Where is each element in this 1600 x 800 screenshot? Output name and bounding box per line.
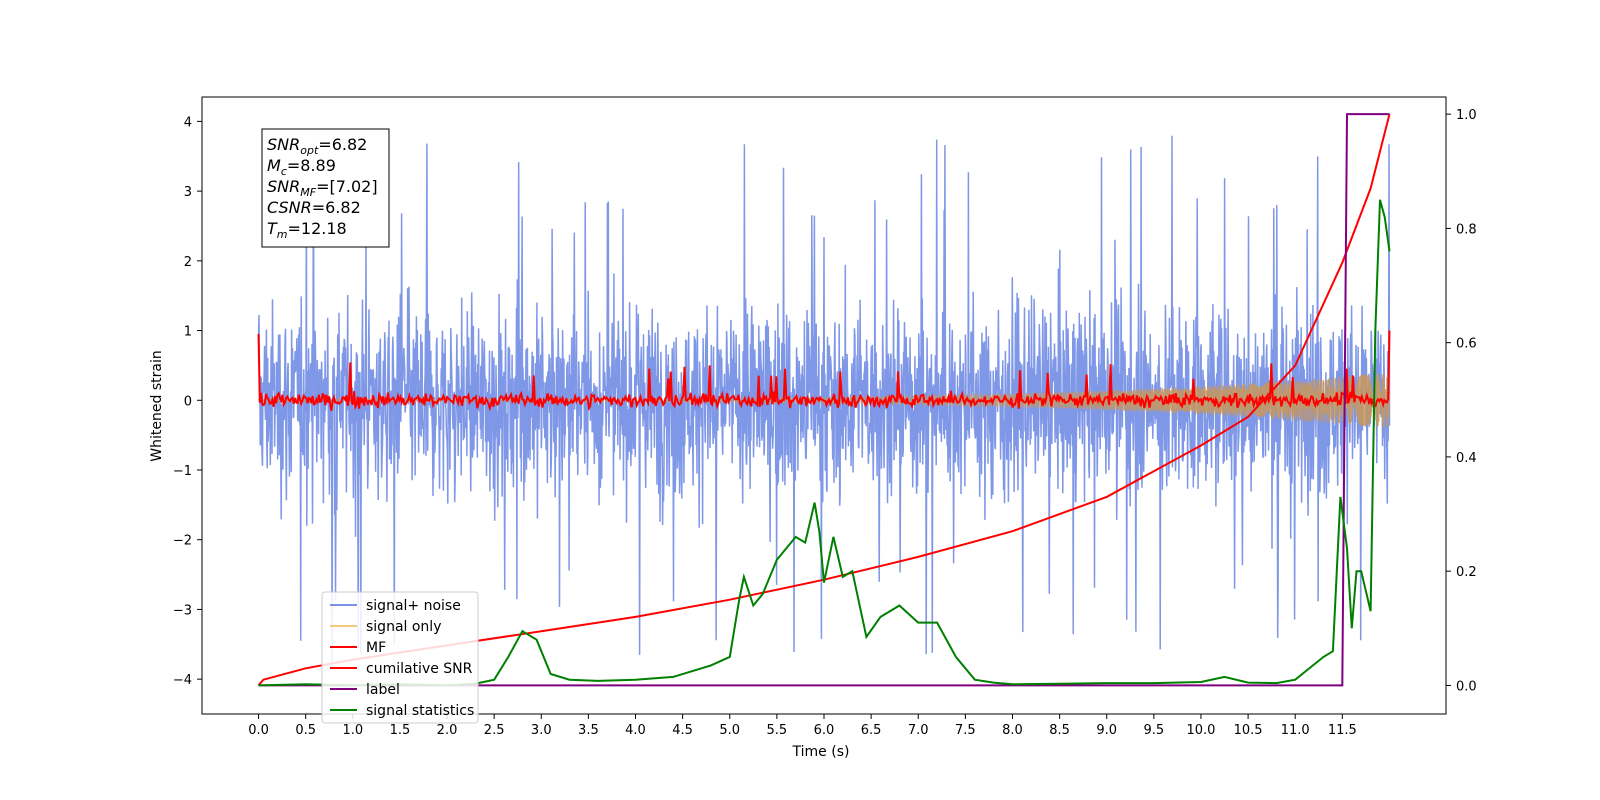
x-tick-label-7: 3.5: [578, 723, 599, 738]
y-left-tick-label-0: 4: [184, 115, 192, 130]
x-tick-label-13: 6.5: [861, 723, 882, 738]
legend-label-3: cumilative SNR: [366, 661, 473, 677]
legend: signal+ noise signal only MF cumilative SNR…: [321, 591, 479, 724]
annotation-line-3: CSNR=6.82: [267, 198, 361, 217]
annotation-line-1: Mc=8.89: [267, 156, 336, 178]
legend-label-4: label: [366, 682, 400, 698]
x-tick-label-15: 7.5: [955, 723, 976, 738]
y-left-tick-label-7: −3: [173, 603, 192, 618]
annotation-line-4: Tm=12.18: [267, 219, 347, 241]
y-axis-left: 4 3 2 1 0 −1 −2 −3 −4: [173, 115, 202, 688]
y-right-tick-label-4: 0.2: [1456, 565, 1477, 580]
y-right-tick-label-0: 1.0: [1456, 108, 1477, 123]
series-line-5: [258, 199, 1391, 687]
x-tick-label-2: 1.0: [342, 723, 363, 738]
x-tick-label-5: 2.5: [484, 723, 505, 738]
y-left-tick-label-3: 1: [184, 325, 192, 340]
x-tick-label-11: 5.5: [767, 723, 788, 738]
legend-label-2: MF: [366, 640, 386, 656]
x-tick-label-6: 3.0: [531, 723, 552, 738]
x-tick-label-20: 10.0: [1186, 723, 1215, 738]
x-tick-label-14: 7.0: [908, 723, 929, 738]
y-left-tick-label-6: −2: [173, 534, 192, 549]
x-tick-label-12: 6.0: [814, 723, 835, 738]
y-right-tick-label-5: 0.0: [1456, 679, 1477, 694]
x-tick-label-16: 8.0: [1002, 723, 1023, 738]
x-tick-label-8: 4.0: [625, 723, 646, 738]
annotation-line-0: SNRopt=6.82: [267, 135, 367, 157]
y-axis-right: 1.0 0.8 0.6 0.4 0.2 0.0: [1446, 108, 1477, 694]
y-left-tick-label-5: −1: [173, 464, 192, 479]
y-right-tick-label-3: 0.4: [1456, 451, 1477, 466]
y-left-tick-label-8: −4: [173, 673, 192, 688]
series-line-2: [257, 330, 1391, 412]
legend-label-1: signal only: [366, 619, 441, 635]
x-tick-label-3: 1.5: [390, 723, 411, 738]
x-tick-label-23: 11.5: [1328, 723, 1357, 738]
annotation-line-2: SNRMF=[7.02]: [267, 177, 378, 199]
series-line-4: [258, 113, 1390, 687]
y-left-tick-label-1: 3: [184, 185, 192, 200]
y-right-tick-label-2: 0.6: [1456, 337, 1477, 352]
series-line-0: [257, 135, 1391, 669]
legend-frame: [321, 591, 479, 724]
x-tick-label-17: 8.5: [1049, 723, 1070, 738]
x-tick-label-1: 0.5: [295, 723, 316, 738]
x-tick-label-4: 2.0: [437, 723, 458, 738]
x-axis: 0.0 0.5 1.0 1.5 2.0 2.5 3.0 3.5 4.0 4.5 5.0 5.5 6.0 6…: [248, 714, 1357, 738]
legend-label-0: signal+ noise: [366, 598, 461, 614]
x-tick-label-21: 10.5: [1234, 723, 1263, 738]
x-axis-title: Time (s): [792, 744, 850, 760]
x-tick-label-10: 5.0: [719, 723, 740, 738]
x-tick-label-9: 4.5: [672, 723, 693, 738]
y-axis-title: Whitened strain: [149, 350, 165, 461]
x-tick-label-18: 9.0: [1096, 723, 1117, 738]
x-tick-label-22: 11.0: [1281, 723, 1310, 738]
legend-label-5: signal statistics: [366, 703, 474, 719]
y-left-tick-label-2: 2: [184, 255, 192, 270]
x-tick-label-0: 0.0: [248, 723, 269, 738]
y-left-tick-label-4: 0: [184, 394, 192, 409]
y-right-tick-label-1: 0.8: [1456, 222, 1477, 237]
annotation-frame: [261, 128, 390, 248]
x-tick-label-19: 9.5: [1144, 723, 1165, 738]
